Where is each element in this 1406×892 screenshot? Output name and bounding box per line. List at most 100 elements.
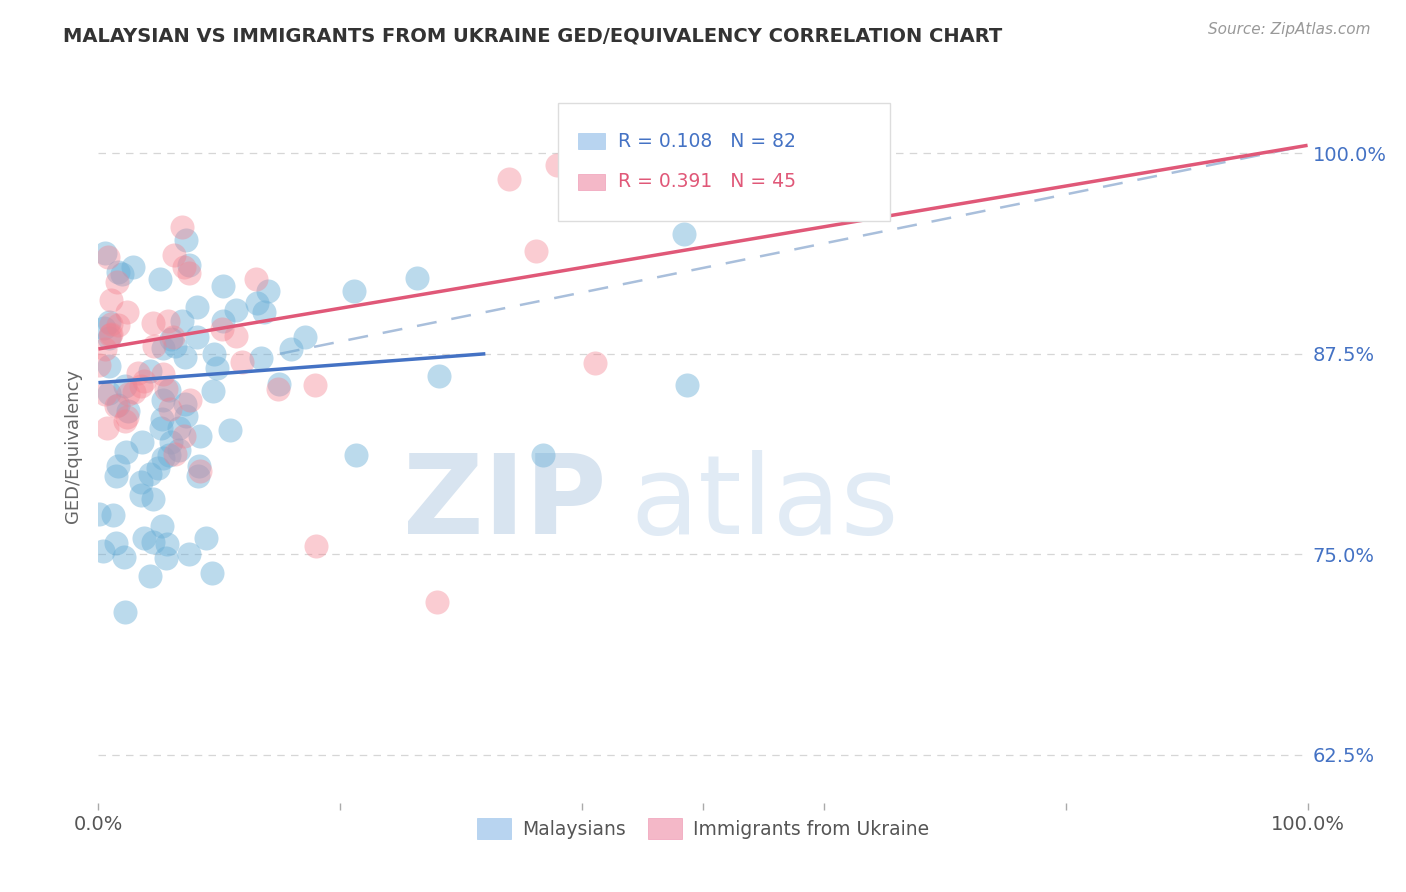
Point (267, 376, 290, 391)
Point (155, 550, 177, 565)
Point (174, 351, 197, 365)
Point (204, 347, 226, 361)
Point (195, 531, 218, 545)
Point (211, 322, 233, 336)
Point (97, 250, 120, 264)
Point (149, 272, 172, 286)
Point (104, 400, 127, 414)
Point (253, 305, 276, 319)
Point (583, 355, 606, 369)
Point (114, 379, 136, 393)
Point (176, 409, 198, 423)
Point (218, 423, 240, 437)
Point (256, 285, 278, 299)
Point (139, 467, 162, 482)
Point (107, 398, 129, 412)
Point (179, 258, 201, 272)
Point (304, 377, 326, 392)
Point (122, 385, 145, 400)
Point (129, 379, 152, 393)
Point (201, 384, 224, 399)
Point (142, 339, 165, 353)
Point (498, 171, 520, 186)
Point (114, 605, 136, 619)
Point (173, 429, 195, 443)
Text: R = 0.108   N = 82: R = 0.108 N = 82 (619, 132, 796, 151)
Point (531, 448, 554, 462)
Point (170, 220, 193, 235)
Point (280, 343, 302, 357)
Point (98, 385, 121, 400)
Point (225, 303, 247, 318)
Point (212, 279, 235, 293)
Point (142, 535, 165, 549)
Point (94, 342, 117, 356)
Point (245, 272, 267, 286)
Point (267, 383, 290, 397)
Point (187, 468, 209, 483)
Point (176, 233, 198, 247)
Point (231, 354, 253, 368)
Point (155, 382, 177, 396)
Point (97, 315, 120, 329)
Point (524, 244, 547, 259)
Point (207, 360, 229, 375)
Point (100, 318, 122, 332)
Point (159, 332, 181, 346)
Point (294, 330, 316, 344)
Point (186, 300, 208, 314)
Point (673, 227, 696, 242)
Point (156, 537, 179, 551)
Point (225, 329, 247, 343)
Point (157, 314, 180, 328)
Legend: Malaysians, Immigrants from Ukraine: Malaysians, Immigrants from Ukraine (470, 810, 936, 847)
Bar (578, 174, 605, 190)
Point (150, 519, 173, 533)
Point (94, 387, 117, 401)
Point (167, 421, 190, 435)
Point (188, 458, 211, 473)
Point (167, 442, 190, 457)
Point (152, 393, 174, 408)
Point (162, 330, 184, 344)
Point (163, 248, 186, 262)
Point (100, 327, 122, 342)
Text: Source: ZipAtlas.com: Source: ZipAtlas.com (1208, 22, 1371, 37)
Point (344, 448, 367, 462)
Point (163, 447, 186, 461)
Text: atlas: atlas (630, 450, 898, 557)
Point (157, 448, 180, 462)
Point (343, 284, 366, 298)
Point (305, 539, 328, 553)
Point (93, 321, 115, 335)
Point (174, 397, 197, 411)
Point (100, 293, 122, 308)
Bar (578, 134, 605, 149)
Point (87, 358, 110, 372)
Point (96, 421, 118, 435)
Text: R = 0.391   N = 45: R = 0.391 N = 45 (619, 172, 796, 192)
Point (129, 488, 152, 502)
Point (105, 535, 128, 549)
Point (114, 445, 136, 459)
Point (160, 435, 183, 450)
Point (121, 260, 143, 274)
Point (211, 314, 233, 328)
Point (159, 402, 181, 417)
Point (129, 475, 152, 490)
Point (112, 550, 135, 565)
Point (152, 451, 174, 466)
Point (148, 461, 170, 475)
Point (107, 318, 129, 333)
Text: ZIP: ZIP (404, 450, 606, 557)
Point (105, 275, 128, 289)
Point (179, 547, 201, 561)
Y-axis label: GED/Equivalency: GED/Equivalency (65, 369, 83, 523)
Point (676, 378, 699, 392)
Point (406, 271, 429, 285)
Point (152, 367, 174, 381)
Point (426, 595, 449, 609)
FancyBboxPatch shape (558, 103, 890, 221)
Point (104, 469, 127, 483)
Point (250, 351, 273, 365)
